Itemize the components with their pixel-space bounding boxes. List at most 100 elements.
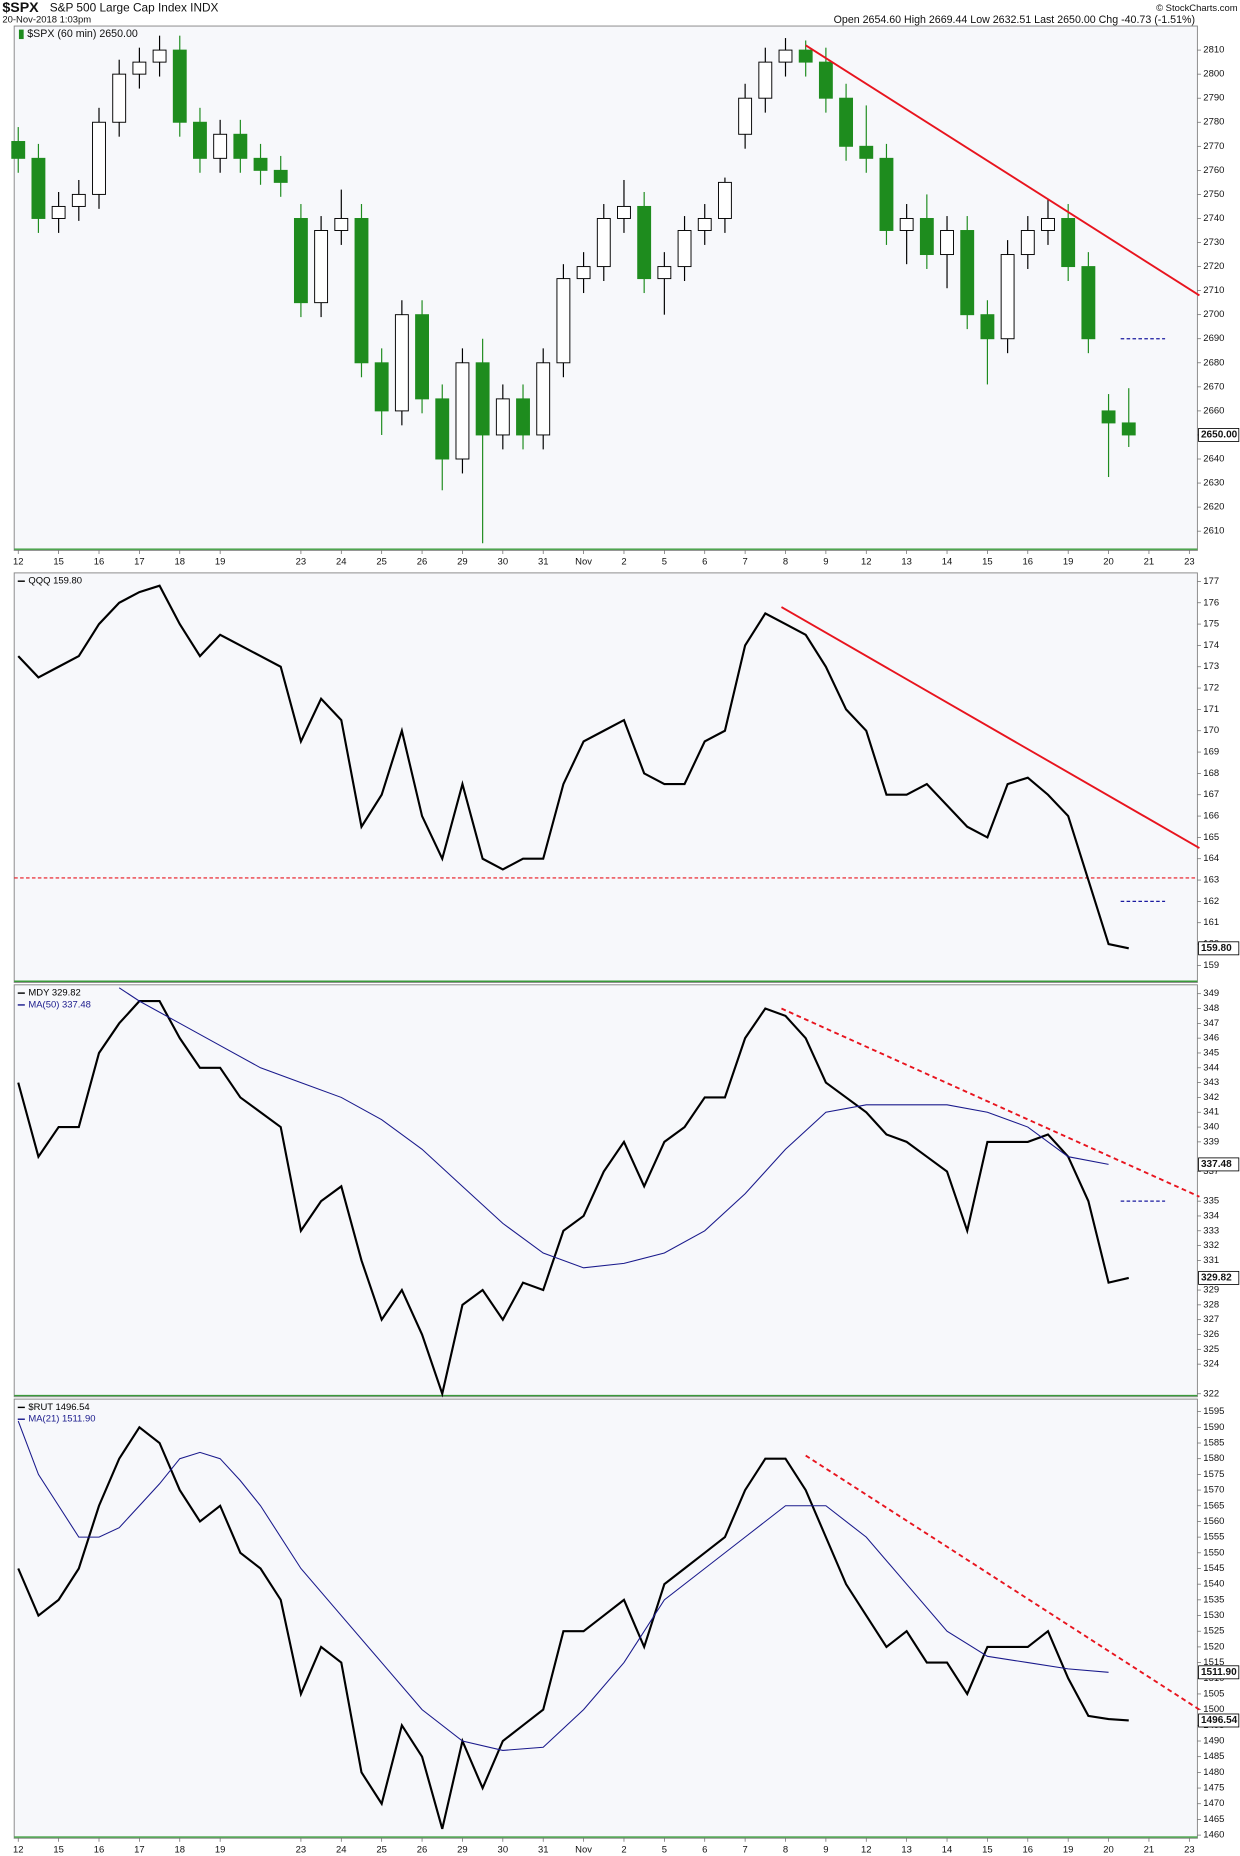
candle-body <box>1081 266 1096 340</box>
y-tick-label: 2780 <box>1203 117 1224 128</box>
y-tick-label: 171 <box>1203 704 1219 715</box>
candle-body <box>233 133 248 159</box>
y-tick-label: 163 <box>1203 875 1219 886</box>
y-tick-label: 339 <box>1203 1136 1219 1147</box>
x-tick-label: 14 <box>942 557 953 568</box>
last-value-label: 2650.00 <box>1201 430 1238 441</box>
x-tick-label: 17 <box>134 1845 145 1856</box>
candle-body <box>31 157 46 219</box>
y-tick-label: 2710 <box>1203 285 1224 296</box>
timestamp: 20-Nov-2018 1:03pm <box>2 15 91 26</box>
x-tick-label: 7 <box>742 557 747 568</box>
symbol: $SPX <box>2 0 39 16</box>
x-tick-label: Nov <box>575 557 592 568</box>
candle-body <box>556 278 571 364</box>
y-tick-label: 1590 <box>1203 1422 1224 1433</box>
candle-body <box>374 362 389 412</box>
y-tick-label: 2700 <box>1203 309 1224 320</box>
y-tick-label: 334 <box>1203 1210 1219 1221</box>
y-tick-label: 164 <box>1203 853 1219 864</box>
panel-frame <box>13 25 1198 551</box>
last-value-box <box>1198 428 1240 442</box>
y-tick-label: 2720 <box>1203 261 1224 272</box>
candle-body <box>798 49 813 63</box>
y-tick-label: 1470 <box>1203 1798 1224 1809</box>
y-tick-label: 2790 <box>1203 93 1224 104</box>
x-tick-label: 31 <box>538 1845 549 1856</box>
price-line <box>17 584 1129 950</box>
y-tick-label: 161 <box>1203 917 1219 928</box>
candle-body <box>657 266 672 280</box>
y-tick-label: 1500 <box>1203 1704 1224 1715</box>
x-tick-label: 20 <box>1103 557 1114 568</box>
y-tick-label: 333 <box>1203 1225 1219 1236</box>
y-tick-label: 2670 <box>1203 381 1224 392</box>
y-tick-label: 1555 <box>1203 1532 1224 1543</box>
candle-body <box>818 61 833 99</box>
candle-body <box>1061 217 1076 268</box>
legend-label: MA(50) 337.48 <box>28 999 91 1010</box>
x-tick-label: 7 <box>742 1845 747 1856</box>
y-tick-label: 1520 <box>1203 1641 1224 1652</box>
y-tick-label: 1580 <box>1203 1453 1224 1464</box>
y-tick-label: 1585 <box>1203 1438 1224 1449</box>
x-tick-label: 16 <box>94 557 105 568</box>
legend-label: QQQ 159.80 <box>28 576 82 587</box>
candle-body <box>354 217 369 364</box>
y-tick-label: 2730 <box>1203 237 1224 248</box>
y-tick-label: 2620 <box>1203 502 1224 513</box>
x-tick-label: 9 <box>823 1845 828 1856</box>
y-tick-label: 325 <box>1203 1344 1219 1355</box>
candle-body <box>394 314 409 412</box>
candle-body <box>536 362 551 436</box>
candle-body <box>415 314 429 400</box>
candle-body <box>677 230 692 268</box>
y-tick-label: 2750 <box>1203 189 1224 200</box>
y-tick-label: 345 <box>1203 1047 1219 1058</box>
moving-average-line <box>17 1420 1109 1751</box>
x-tick-label: 17 <box>134 557 145 568</box>
y-tick-label: 1565 <box>1203 1500 1224 1511</box>
y-tick-label: 1515 <box>1203 1657 1224 1668</box>
x-tick-label: 2 <box>621 557 626 568</box>
x-tick-label: 16 <box>1023 557 1034 568</box>
x-tick-label: 15 <box>53 1845 64 1856</box>
y-tick-label: 1505 <box>1203 1688 1224 1699</box>
candle-body <box>859 145 874 159</box>
candle-body <box>1000 254 1015 340</box>
x-tick-label: 6 <box>702 557 707 568</box>
x-tick-label: 23 <box>296 557 307 568</box>
y-tick-label: 172 <box>1203 683 1219 694</box>
x-tick-label: 19 <box>1063 557 1074 568</box>
candle-body <box>293 217 308 304</box>
last-value-box <box>1198 1713 1240 1728</box>
candle-body <box>637 205 652 280</box>
y-tick-label: 177 <box>1203 576 1219 587</box>
y-tick-label: 327 <box>1203 1314 1219 1325</box>
y-tick-label: 1560 <box>1203 1516 1224 1527</box>
x-tick-label: 21 <box>1144 1845 1155 1856</box>
trend-line <box>805 44 1200 297</box>
candle-body <box>172 49 187 123</box>
candle-body <box>1041 217 1055 231</box>
y-tick-label: 1550 <box>1203 1547 1224 1558</box>
x-tick-label: 23 <box>1184 557 1195 568</box>
y-tick-label: 331 <box>1203 1255 1219 1266</box>
last-value-label: 1511.90 <box>1201 1667 1237 1678</box>
x-tick-label: 16 <box>94 1845 105 1856</box>
candle-body <box>11 141 26 159</box>
y-tick-label: 168 <box>1203 768 1219 779</box>
y-tick-label: 1530 <box>1203 1610 1224 1621</box>
y-tick-label: 335 <box>1203 1196 1219 1207</box>
y-tick-label: 1595 <box>1203 1406 1224 1417</box>
x-tick-label: 18 <box>175 557 186 568</box>
y-tick-label: 2660 <box>1203 405 1224 416</box>
candle-body <box>475 362 490 436</box>
trend-line <box>781 1007 1200 1198</box>
x-tick-label: 29 <box>457 1845 468 1856</box>
y-tick-label: 332 <box>1203 1240 1219 1251</box>
y-tick-label: 2640 <box>1203 454 1224 465</box>
candle-body <box>1101 410 1116 424</box>
x-tick-label: 15 <box>982 1845 993 1856</box>
